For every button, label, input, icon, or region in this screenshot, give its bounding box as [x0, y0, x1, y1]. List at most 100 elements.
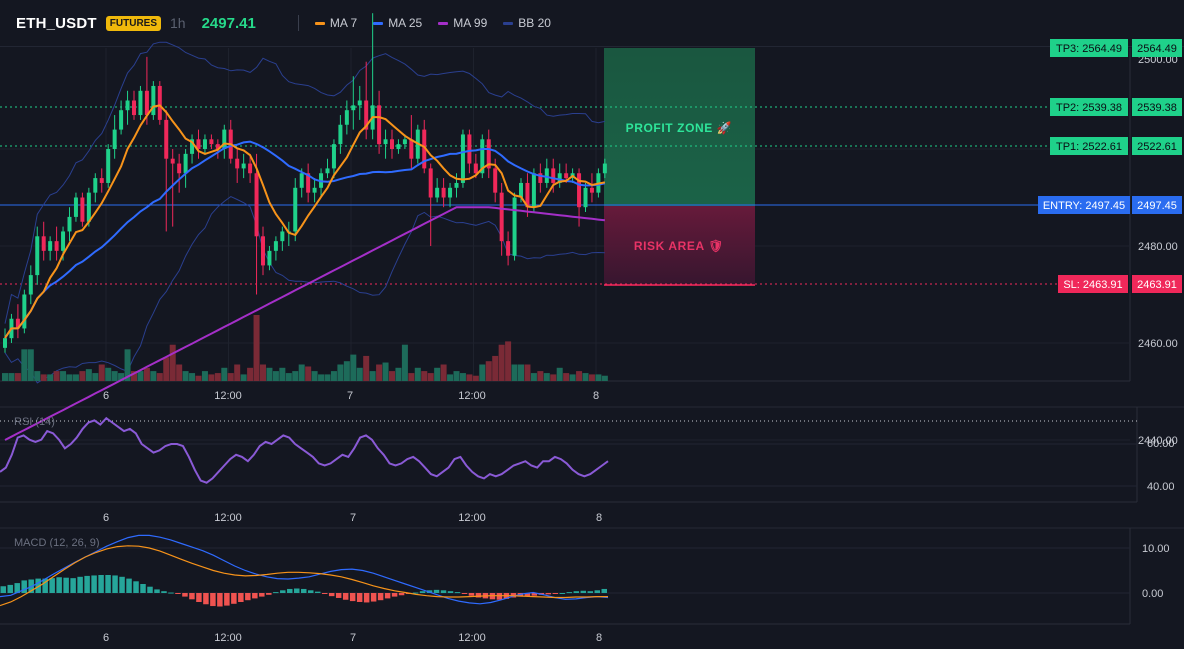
- macd-hist-bar: [42, 578, 48, 593]
- volume-bar: [389, 371, 395, 381]
- candle-body: [86, 192, 91, 222]
- candle-body: [151, 85, 156, 116]
- macd-hist-bar: [580, 590, 587, 593]
- candle-body: [157, 85, 162, 120]
- time-axis-labels: 6 12:00 7 12:00 8 6 12:00 7 12:00 8 6 12:00 7 12:00 8: [103, 390, 602, 644]
- time-label: 12:00: [214, 632, 242, 644]
- candle-body: [267, 250, 272, 266]
- time-label: 12:00: [458, 390, 486, 402]
- volume-bar: [79, 371, 86, 381]
- indicator-ma99[interactable]: MA 99: [438, 16, 487, 30]
- macd-hist-bar: [238, 593, 244, 602]
- macd-hist-bar: [77, 576, 83, 593]
- macd-hist-bar: [545, 593, 552, 595]
- candle-body: [273, 241, 278, 251]
- macd-hist-bar: [280, 590, 286, 593]
- volume-bar: [408, 373, 415, 381]
- candle-body: [499, 192, 504, 242]
- volume-bar: [240, 374, 247, 381]
- macd-hist-bar: [203, 593, 209, 605]
- candle-body: [125, 100, 130, 111]
- candle-body: [383, 139, 388, 145]
- volume-bar: [595, 374, 602, 381]
- volume-bar: [550, 374, 557, 381]
- volume-bar: [395, 367, 402, 381]
- symbol-label[interactable]: ETH_USDT: [16, 14, 97, 32]
- volume-bar: [195, 375, 202, 381]
- rsi-tick-40: 40.00: [1147, 481, 1175, 493]
- macd-hist-bar: [328, 593, 335, 597]
- macd-hist-bar: [433, 589, 440, 593]
- volume-bar: [150, 371, 157, 381]
- time-label: 12:00: [458, 632, 486, 644]
- candle-body: [390, 139, 394, 149]
- volume-bar: [92, 373, 99, 381]
- sl-label: SL: 2463.91 2463.91: [1058, 275, 1182, 293]
- volume-bar: [163, 357, 170, 381]
- candle-body: [248, 163, 253, 174]
- macd-hist-bar: [210, 593, 216, 607]
- candle-body: [531, 173, 536, 208]
- macd-hist-bar: [14, 583, 20, 593]
- volume-bar: [201, 371, 208, 381]
- tp1-tag-text: TP1: 2522.61: [1056, 141, 1122, 153]
- volume-bar: [447, 374, 454, 381]
- profit-zone: [604, 48, 755, 206]
- macd-hist-bar: [342, 593, 349, 600]
- volume-bar: [543, 373, 550, 381]
- volume-bar: [556, 367, 563, 381]
- macd-hist-bar: [266, 593, 272, 595]
- candle-body: [428, 168, 433, 198]
- volume-bar: [518, 364, 524, 381]
- volume-bar: [118, 373, 125, 381]
- macd-hist-bar: [56, 577, 62, 593]
- macd-group: [0, 534, 609, 607]
- indicator-ma7[interactable]: MA 7: [314, 16, 358, 30]
- volume-bar: [530, 373, 537, 381]
- volume-bar: [298, 364, 305, 381]
- volume-bar: [260, 364, 266, 381]
- timeframe-label[interactable]: 1h: [170, 15, 186, 31]
- volume-bar: [208, 374, 215, 381]
- candle-body: [602, 163, 607, 174]
- candle-body: [22, 294, 27, 329]
- macd-tick-10: 10.00: [1142, 543, 1170, 555]
- candle-body: [106, 149, 111, 183]
- volume-bar: [311, 371, 318, 381]
- entry-axis-bg: [1132, 196, 1182, 214]
- grid-lines: [0, 48, 1130, 441]
- candle-body: [144, 90, 149, 116]
- macd-tick-0: 0.00: [1142, 588, 1163, 600]
- indicator-bb20[interactable]: BB 20: [503, 16, 551, 30]
- time-label: 6: [103, 512, 109, 524]
- macd-hist-bar: [21, 580, 27, 593]
- macd-hist-bar: [147, 586, 153, 593]
- volume-bar: [524, 364, 531, 381]
- macd-hist-bar: [294, 588, 300, 593]
- candle-body: [235, 158, 240, 169]
- ma25-label: MA 25: [388, 16, 423, 30]
- candle-body: [493, 168, 498, 193]
- moving-averages: [4, 104, 606, 441]
- ma7-label: MA 7: [329, 16, 358, 30]
- volume-bar: [318, 374, 325, 381]
- indicator-ma25[interactable]: MA 25: [373, 16, 422, 30]
- rsi-tick-60: 60.00: [1147, 438, 1175, 450]
- candle-body: [473, 163, 478, 174]
- volume-bar: [72, 374, 79, 381]
- bb-lower: [4, 196, 605, 384]
- tp3-axis-text: 2564.49: [1137, 43, 1177, 55]
- candle-body: [564, 173, 569, 179]
- sl-tag-bg: [1058, 275, 1128, 293]
- bb-upper: [4, 41, 605, 324]
- volume-bar: [343, 361, 350, 381]
- candle-body: [299, 173, 304, 188]
- price-tick: 2480.00: [1138, 241, 1178, 253]
- candle-body: [538, 173, 543, 183]
- candle-body: [93, 178, 98, 193]
- candle-body: [435, 187, 440, 198]
- volume-bar: [66, 374, 73, 381]
- time-label: 6: [103, 390, 109, 402]
- time-label: 7: [347, 390, 353, 402]
